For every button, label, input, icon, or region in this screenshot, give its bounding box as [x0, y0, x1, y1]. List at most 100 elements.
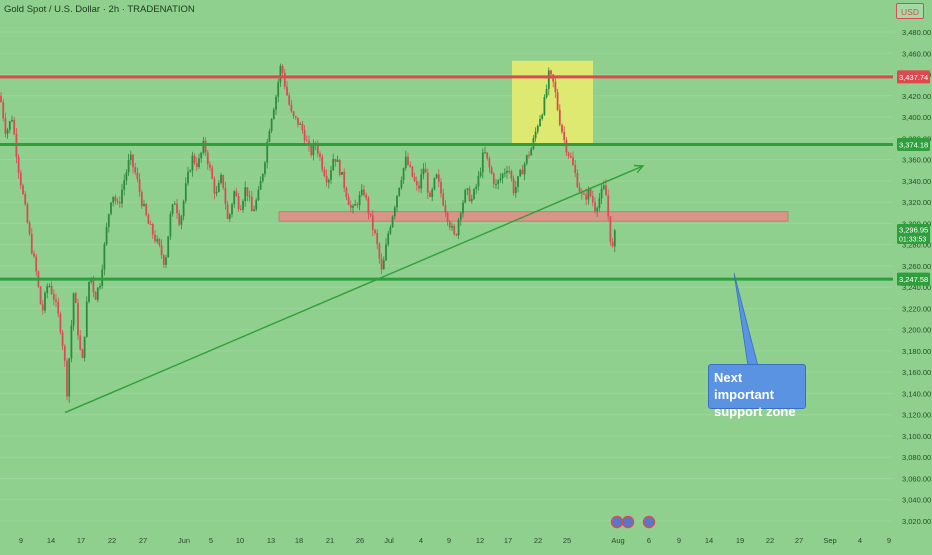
candle-body — [156, 239, 159, 242]
x-tick-label: 9 — [677, 536, 681, 545]
candle-body — [477, 176, 480, 187]
candle-body — [446, 212, 449, 222]
candle-body — [409, 164, 412, 167]
candle-body — [396, 195, 398, 208]
candle-body — [189, 170, 192, 172]
candle-body — [114, 196, 117, 202]
candle-body — [149, 223, 152, 225]
x-tick-label: 12 — [476, 536, 484, 545]
candle-body — [92, 277, 95, 293]
candle-body — [543, 97, 546, 115]
candle-body — [382, 260, 385, 270]
candle-body — [605, 185, 607, 196]
candle-body — [272, 109, 275, 120]
candle-body — [376, 232, 379, 245]
x-tick-label: 17 — [504, 536, 512, 545]
candle-body — [264, 162, 266, 174]
candle-body — [418, 185, 420, 189]
y-tick-label: 3,220.00 — [902, 304, 931, 313]
candle-body — [105, 226, 108, 245]
candle-body — [554, 81, 557, 93]
candle-body — [354, 204, 357, 206]
y-tick-label: 3,320.00 — [902, 198, 931, 207]
y-tick-label: 3,200.00 — [902, 326, 931, 335]
y-tick-label: 3,280.00 — [902, 241, 931, 250]
candle-body — [143, 203, 145, 206]
candle-body — [569, 155, 572, 158]
candle-body — [517, 176, 519, 187]
candle-body — [244, 187, 247, 202]
candle-body — [420, 174, 423, 189]
candle-body — [55, 299, 57, 302]
x-tick-label: Jun — [178, 536, 190, 545]
candle-body — [151, 223, 154, 235]
candle-body — [479, 172, 482, 177]
y-tick-label: 3,260.00 — [902, 262, 931, 271]
y-tick-label: 3,100.00 — [902, 432, 931, 441]
candle-body — [211, 167, 214, 179]
candle-body — [193, 155, 196, 164]
candle-body — [398, 187, 401, 196]
candle-body — [209, 164, 211, 168]
candle-body — [374, 229, 376, 233]
candle-body — [200, 152, 203, 159]
candle-body — [81, 349, 84, 359]
candle-body — [319, 153, 321, 157]
candle-body — [253, 209, 255, 212]
candle-body — [508, 170, 511, 172]
candle-body — [448, 221, 451, 228]
level-tag-resistance — [897, 70, 930, 84]
candle-body — [215, 191, 218, 194]
candle-body — [547, 70, 550, 90]
candle-body — [233, 191, 236, 205]
y-tick-label: 3,180.00 — [902, 347, 931, 356]
currency-badge[interactable]: USD — [896, 3, 924, 19]
candle-body — [352, 205, 354, 208]
candle-body — [226, 204, 229, 219]
candle-body — [178, 213, 181, 225]
x-tick-label: 17 — [77, 536, 85, 545]
candle-body — [255, 200, 258, 210]
x-tick-label: 25 — [563, 536, 571, 545]
y-tick-label: 3,080.00 — [902, 453, 931, 462]
candle-body — [356, 204, 359, 206]
candle-body — [290, 104, 293, 112]
y-tick-label: 3,160.00 — [902, 368, 931, 377]
candle-body — [578, 187, 581, 192]
candle-body — [52, 294, 55, 300]
candle-body — [239, 208, 242, 210]
level-tag-label: 3,247.58 — [899, 275, 928, 284]
candle-body — [283, 72, 286, 87]
candle-body — [294, 116, 297, 118]
candle-body — [371, 215, 374, 230]
candle-body — [490, 167, 493, 174]
candle-body — [96, 287, 99, 300]
candle-body — [83, 336, 86, 359]
candle-body — [140, 192, 143, 206]
candle-body — [147, 215, 150, 224]
candle-body — [558, 109, 561, 125]
candle-body — [303, 130, 306, 141]
trendline-arrowhead — [633, 164, 645, 174]
candle-body — [404, 156, 407, 168]
candle-body — [275, 96, 277, 110]
candle-body — [180, 216, 183, 225]
candle-body — [107, 214, 110, 227]
candle-body — [563, 131, 566, 140]
candle-body — [167, 236, 170, 258]
candle-body — [462, 202, 464, 214]
candle-body — [466, 188, 469, 191]
x-tick-label: Aug — [611, 536, 624, 545]
candle-body — [182, 201, 185, 217]
candle-body — [77, 303, 79, 336]
candle-body — [248, 195, 251, 197]
candle-body — [50, 286, 53, 295]
candle-body — [301, 123, 304, 131]
candle-body — [112, 196, 115, 203]
x-tick-label: 21 — [326, 536, 334, 545]
candle-body — [499, 178, 502, 181]
candle-body — [88, 281, 90, 302]
candle-body — [607, 195, 610, 217]
candle-body — [473, 189, 475, 199]
